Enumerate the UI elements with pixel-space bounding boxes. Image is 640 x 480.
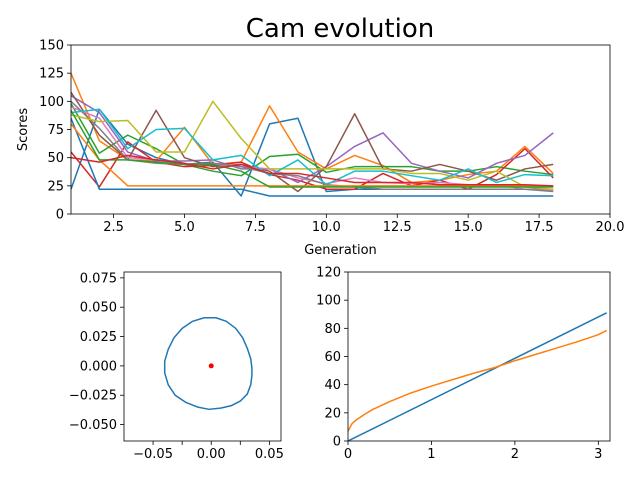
cam-plot xyxy=(163,317,253,411)
y-tick-label: 0.050 xyxy=(80,301,117,316)
y-tick-label: 50 xyxy=(47,151,64,166)
series-line-9 xyxy=(71,100,554,190)
curve-line-2 xyxy=(348,329,608,432)
bottom-left-chart-cam-profile: −0.05 0.00 0.05 −0.050 −0.025 0.000 0.025 0.050… xyxy=(69,271,284,462)
x-tick-label: 0.05 xyxy=(255,447,284,462)
axes-frame xyxy=(70,44,611,215)
y-tick-label: 120 xyxy=(316,266,341,281)
y-tick-label: 0 xyxy=(333,435,341,450)
series-line-4 xyxy=(71,141,554,190)
x-tick-label: 12.5 xyxy=(383,220,412,235)
y-axis-label: Scores xyxy=(16,108,31,151)
y-tick-label: 75 xyxy=(47,123,64,138)
y-tick-label: −0.050 xyxy=(69,418,117,433)
series-line-3 xyxy=(71,103,554,177)
series-line-12 xyxy=(71,123,554,187)
series-line-2 xyxy=(71,72,554,184)
y-tick-label: 0.000 xyxy=(80,359,117,374)
x-tick-label: −0.05 xyxy=(133,447,173,462)
y-tick-label: 20 xyxy=(324,406,341,421)
x-tick-label: 1 xyxy=(427,447,435,462)
y-tick-label: 0.075 xyxy=(80,271,117,286)
bottom-right-chart-curves: 0 1 2 3 0 20 40 60 80 100 120 xyxy=(316,266,611,462)
series-line-13 xyxy=(71,109,554,188)
x-axis-label: Generation xyxy=(304,243,377,258)
axes-frame xyxy=(347,271,611,442)
series-line-10 xyxy=(71,108,554,186)
x-tick-label: 17.5 xyxy=(525,220,554,235)
x-tick-label: 5.0 xyxy=(174,220,195,235)
y-tick-label: 125 xyxy=(39,67,64,82)
series-line-6 xyxy=(71,91,554,193)
x-tick-label: 15.0 xyxy=(454,220,483,235)
series-line-14 xyxy=(71,154,554,187)
series-lines xyxy=(71,72,554,197)
x-tick-label: 0 xyxy=(344,447,352,462)
y-tick-label: 150 xyxy=(39,39,64,54)
x-tick-label: 3 xyxy=(594,447,602,462)
y-tick-label: 100 xyxy=(316,294,341,309)
series-line-11 xyxy=(71,117,554,197)
y-tick-label: 40 xyxy=(324,378,341,393)
y-tick-label: −0.025 xyxy=(69,389,117,404)
y-tick-label: 25 xyxy=(47,179,64,194)
axes-frame xyxy=(123,271,282,442)
x-tick-label: 0.00 xyxy=(197,447,226,462)
y-tick-label: 0.025 xyxy=(80,330,117,345)
series-line-7 xyxy=(71,106,554,192)
x-tick-label: 7.5 xyxy=(245,220,266,235)
x-tick-label: 20.0 xyxy=(596,220,625,235)
cam-profile-line xyxy=(163,317,253,411)
top-chart-evolution: 2.5 5.0 7.5 10.0 12.5 15.0 17.5 20.0 0 25 50 75 100 1… xyxy=(16,39,624,259)
series-line-8 xyxy=(71,100,554,193)
curve-line-1 xyxy=(348,312,607,441)
x-tick-label: 2.5 xyxy=(103,220,124,235)
x-tick-label: 10.0 xyxy=(312,220,341,235)
y-tick-label: 100 xyxy=(39,95,64,110)
x-tick-label: 2 xyxy=(511,447,519,462)
y-tick-label: 80 xyxy=(324,322,341,337)
curve-lines xyxy=(348,312,608,441)
cam-center-point xyxy=(208,363,214,369)
y-tick-label: 0 xyxy=(56,208,64,223)
y-tick-label: 60 xyxy=(324,350,341,365)
figure-title: Cam evolution xyxy=(246,14,434,44)
